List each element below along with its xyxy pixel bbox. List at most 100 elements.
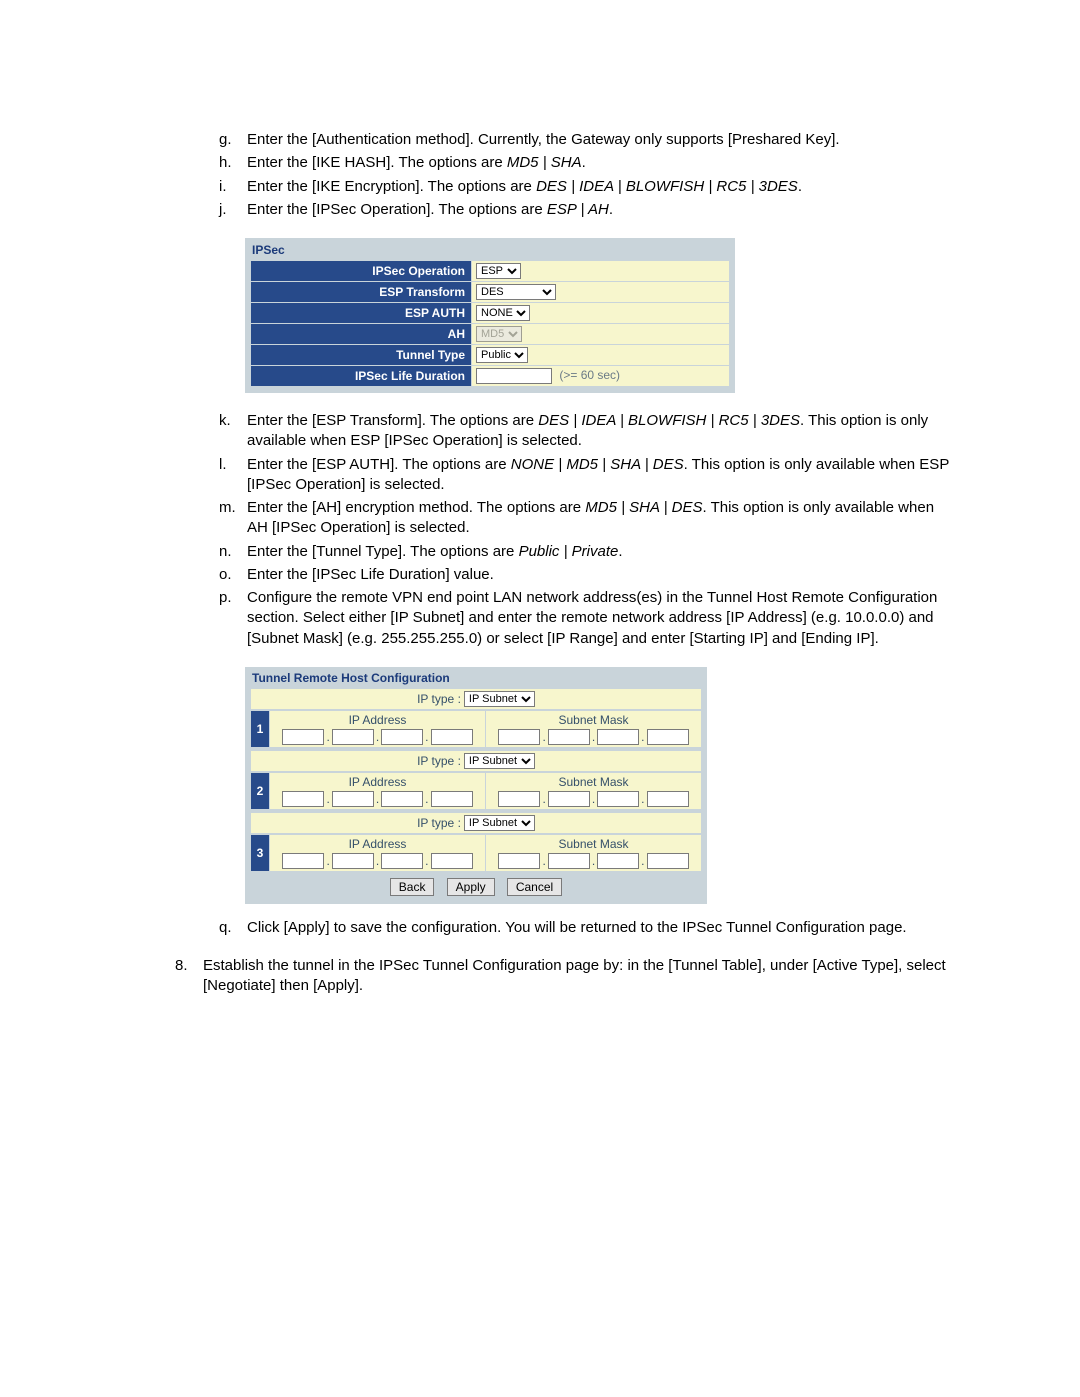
text: Establish the tunnel in the IPSec Tunnel… <box>203 956 950 997</box>
label-ipsec-op: IPSec Operation <box>251 261 472 282</box>
ip-address-octet[interactable] <box>282 853 324 869</box>
marker: j. <box>219 200 247 220</box>
ip-address-octet[interactable] <box>431 729 473 745</box>
pre: Enter the [ESP Transform]. The options a… <box>247 412 538 429</box>
em: MD5 | SHA | DES <box>585 499 702 516</box>
ip-address-title: IP Address <box>274 713 481 727</box>
em: DES | IDEA | BLOWFISH | RC5 | 3DES <box>538 412 800 429</box>
pre: Enter the [IKE HASH]. The options are <box>247 154 507 171</box>
ip-address-octet[interactable] <box>332 729 374 745</box>
input-life-duration[interactable] <box>476 368 552 384</box>
subnet-mask-octet[interactable] <box>597 791 639 807</box>
item-j: j. Enter the [IPSec Operation]. The opti… <box>219 200 950 220</box>
select-ip-type[interactable]: IP Subnet <box>464 815 535 831</box>
marker: m. <box>219 498 247 539</box>
ip-address-octet[interactable] <box>282 791 324 807</box>
dot: . <box>641 854 644 868</box>
back-button[interactable]: Back <box>390 878 435 896</box>
numbered-list: 8. Establish the tunnel in the IPSec Tun… <box>175 956 950 997</box>
dot: . <box>376 730 379 744</box>
subnet-mask-octet[interactable] <box>597 853 639 869</box>
em: NONE | MD5 | SHA | DES <box>511 456 684 473</box>
text: Enter the [Tunnel Type]. The options are… <box>247 542 950 562</box>
subnet-mask-octet[interactable] <box>597 729 639 745</box>
subnet-mask-octet[interactable] <box>498 791 540 807</box>
pre: Enter the [Tunnel Type]. The options are <box>247 543 519 560</box>
ip-address-cell: IP Address... <box>270 772 486 810</box>
marker: k. <box>219 411 247 452</box>
select-esp-auth[interactable]: NONE <box>476 305 530 321</box>
list-q: q. Click [Apply] to save the configurati… <box>175 918 950 938</box>
subnet-mask-cell: Subnet Mask... <box>486 834 702 872</box>
ip-address-cell: IP Address... <box>270 834 486 872</box>
text: Enter the [AH] encryption method. The op… <box>247 498 950 539</box>
dot: . <box>326 854 329 868</box>
select-ip-type[interactable]: IP Subnet <box>464 691 535 707</box>
ip-type-label: IP type : <box>417 816 461 830</box>
select-esp-transform[interactable]: DES <box>476 284 556 300</box>
subnet-mask-octet[interactable] <box>548 729 590 745</box>
ip-address-octet[interactable] <box>381 729 423 745</box>
dot: . <box>376 792 379 806</box>
subnet-mask-octet[interactable] <box>647 853 689 869</box>
tunnel-row: IP type :IP Subnet3IP Address...Subnet M… <box>250 812 702 872</box>
ip-address-octet[interactable] <box>282 729 324 745</box>
subnet-mask-title: Subnet Mask <box>490 775 697 789</box>
dot: . <box>542 854 545 868</box>
ip-address-octet[interactable] <box>332 853 374 869</box>
text: Enter the [ESP AUTH]. The options are NO… <box>247 455 950 496</box>
ip-address-octet[interactable] <box>381 853 423 869</box>
text: Enter the [Authentication method]. Curre… <box>247 130 950 150</box>
marker: 8. <box>175 956 203 997</box>
ip-address-octet[interactable] <box>332 791 374 807</box>
text: Enter the [ESP Transform]. The options a… <box>247 411 950 452</box>
dot: . <box>326 792 329 806</box>
marker: n. <box>219 542 247 562</box>
page: g. Enter the [Authentication method]. Cu… <box>0 0 1080 1097</box>
post: . <box>609 201 613 218</box>
text: Enter the [IKE HASH]. The options are MD… <box>247 153 950 173</box>
select-ipsec-op[interactable]: ESP <box>476 263 521 279</box>
list-k-p: k. Enter the [ESP Transform]. The option… <box>175 411 950 649</box>
ip-type-row: IP type :IP Subnet <box>250 812 702 834</box>
select-ah[interactable]: MD5 <box>476 326 522 342</box>
dot: . <box>641 730 644 744</box>
subnet-mask-octets: ... <box>490 791 697 807</box>
item-o: o. Enter the [IPSec Life Duration] value… <box>219 565 950 585</box>
item-m: m. Enter the [AH] encryption method. The… <box>219 498 950 539</box>
dot: . <box>592 730 595 744</box>
subnet-mask-octet[interactable] <box>548 791 590 807</box>
subnet-mask-cell: Subnet Mask... <box>486 710 702 748</box>
subnet-mask-octet[interactable] <box>498 853 540 869</box>
dot: . <box>376 854 379 868</box>
apply-button[interactable]: Apply <box>447 878 495 896</box>
item-g: g. Enter the [Authentication method]. Cu… <box>219 130 950 150</box>
subnet-mask-octet[interactable] <box>647 791 689 807</box>
cancel-button[interactable]: Cancel <box>507 878 562 896</box>
text: Enter the [IKE Encryption]. The options … <box>247 177 950 197</box>
subnet-mask-octet[interactable] <box>548 853 590 869</box>
item-q: q. Click [Apply] to save the configurati… <box>219 918 950 938</box>
subnet-mask-octet[interactable] <box>498 729 540 745</box>
ip-address-octet[interactable] <box>381 791 423 807</box>
ip-address-octet[interactable] <box>431 853 473 869</box>
dot: . <box>542 792 545 806</box>
dot: . <box>592 792 595 806</box>
marker: l. <box>219 455 247 496</box>
tunnel-title: Tunnel Remote Host Configuration <box>252 671 702 685</box>
select-tunnel-type[interactable]: Public <box>476 347 528 363</box>
subnet-mask-title: Subnet Mask <box>490 837 697 851</box>
ip-address-octets: ... <box>274 853 481 869</box>
pre: Enter the [IPSec Operation]. The options… <box>247 201 547 218</box>
ipsec-table: IPSec Operation ESP ESP Transform DES ES… <box>250 260 730 387</box>
ipsec-title: IPSec <box>252 243 730 257</box>
tunnel-row: IP type :IP Subnet1IP Address...Subnet M… <box>250 688 702 748</box>
subnet-mask-octet[interactable] <box>647 729 689 745</box>
select-ip-type[interactable]: IP Subnet <box>464 753 535 769</box>
pre: Enter the [AH] encryption method. The op… <box>247 499 585 516</box>
marker: g. <box>219 130 247 150</box>
item-8: 8. Establish the tunnel in the IPSec Tun… <box>175 956 950 997</box>
dot: . <box>425 730 428 744</box>
dot: . <box>592 854 595 868</box>
ip-address-octet[interactable] <box>431 791 473 807</box>
